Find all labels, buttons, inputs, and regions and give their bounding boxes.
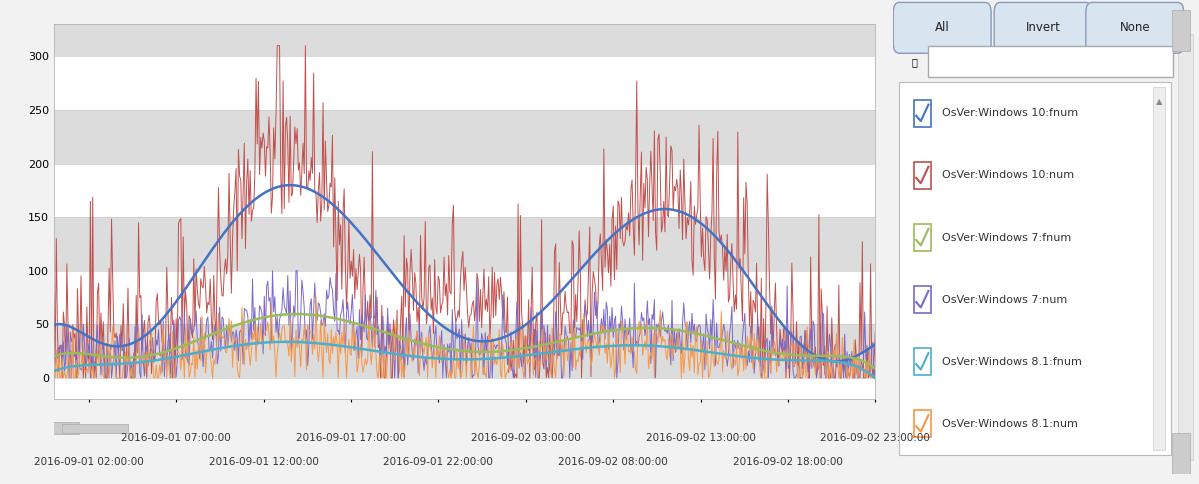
Text: OsVer:Windows 10:fnum: OsVer:Windows 10:fnum bbox=[942, 108, 1078, 118]
FancyBboxPatch shape bbox=[994, 2, 1092, 53]
FancyBboxPatch shape bbox=[893, 2, 992, 53]
Text: 🔍: 🔍 bbox=[911, 57, 917, 67]
FancyBboxPatch shape bbox=[914, 100, 930, 127]
Text: None: None bbox=[1120, 21, 1150, 34]
Text: All: All bbox=[935, 21, 950, 34]
Text: 2016-09-01 17:00:00: 2016-09-01 17:00:00 bbox=[296, 433, 406, 443]
FancyBboxPatch shape bbox=[1173, 10, 1189, 51]
FancyBboxPatch shape bbox=[914, 410, 930, 438]
Text: 2016-09-01 07:00:00: 2016-09-01 07:00:00 bbox=[121, 433, 231, 443]
Bar bbox=[54, 56, 875, 110]
Bar bbox=[54, 324, 875, 378]
FancyBboxPatch shape bbox=[1177, 34, 1193, 460]
Text: OsVer:Windows 7:num: OsVer:Windows 7:num bbox=[942, 295, 1067, 304]
FancyBboxPatch shape bbox=[1153, 87, 1165, 450]
Text: 2016-09-01 12:00:00: 2016-09-01 12:00:00 bbox=[209, 457, 319, 468]
FancyBboxPatch shape bbox=[928, 46, 1173, 77]
Bar bbox=[54, 164, 875, 217]
Text: 2016-09-02 08:00:00: 2016-09-02 08:00:00 bbox=[559, 457, 668, 468]
FancyBboxPatch shape bbox=[1173, 433, 1189, 474]
Text: OsVer:Windows 8.1:num: OsVer:Windows 8.1:num bbox=[942, 419, 1078, 429]
FancyBboxPatch shape bbox=[914, 162, 930, 189]
Text: 2016-09-01 22:00:00: 2016-09-01 22:00:00 bbox=[384, 457, 493, 468]
FancyBboxPatch shape bbox=[899, 82, 1171, 455]
FancyBboxPatch shape bbox=[914, 348, 930, 376]
Bar bbox=[54, 110, 875, 164]
Bar bbox=[54, 24, 875, 56]
Text: OsVer:Windows 8.1:fnum: OsVer:Windows 8.1:fnum bbox=[942, 357, 1081, 367]
FancyBboxPatch shape bbox=[1086, 2, 1183, 53]
Text: OsVer:Windows 7:fnum: OsVer:Windows 7:fnum bbox=[942, 233, 1072, 242]
FancyBboxPatch shape bbox=[914, 224, 930, 251]
Text: OsVer:Windows 10:num: OsVer:Windows 10:num bbox=[942, 170, 1074, 181]
Bar bbox=[54, 217, 875, 271]
Text: 2016-09-02 23:00:00: 2016-09-02 23:00:00 bbox=[820, 433, 930, 443]
FancyBboxPatch shape bbox=[46, 423, 79, 434]
Text: Invert: Invert bbox=[1025, 21, 1060, 34]
Text: ▲: ▲ bbox=[1156, 97, 1163, 106]
Bar bbox=[54, 271, 875, 324]
Text: 2016-09-01 02:00:00: 2016-09-01 02:00:00 bbox=[34, 457, 144, 468]
Text: 2016-09-02 13:00:00: 2016-09-02 13:00:00 bbox=[645, 433, 755, 443]
Text: 2016-09-02 18:00:00: 2016-09-02 18:00:00 bbox=[733, 457, 843, 468]
FancyBboxPatch shape bbox=[62, 424, 128, 433]
Text: 2016-09-02 03:00:00: 2016-09-02 03:00:00 bbox=[471, 433, 580, 443]
FancyBboxPatch shape bbox=[914, 286, 930, 313]
